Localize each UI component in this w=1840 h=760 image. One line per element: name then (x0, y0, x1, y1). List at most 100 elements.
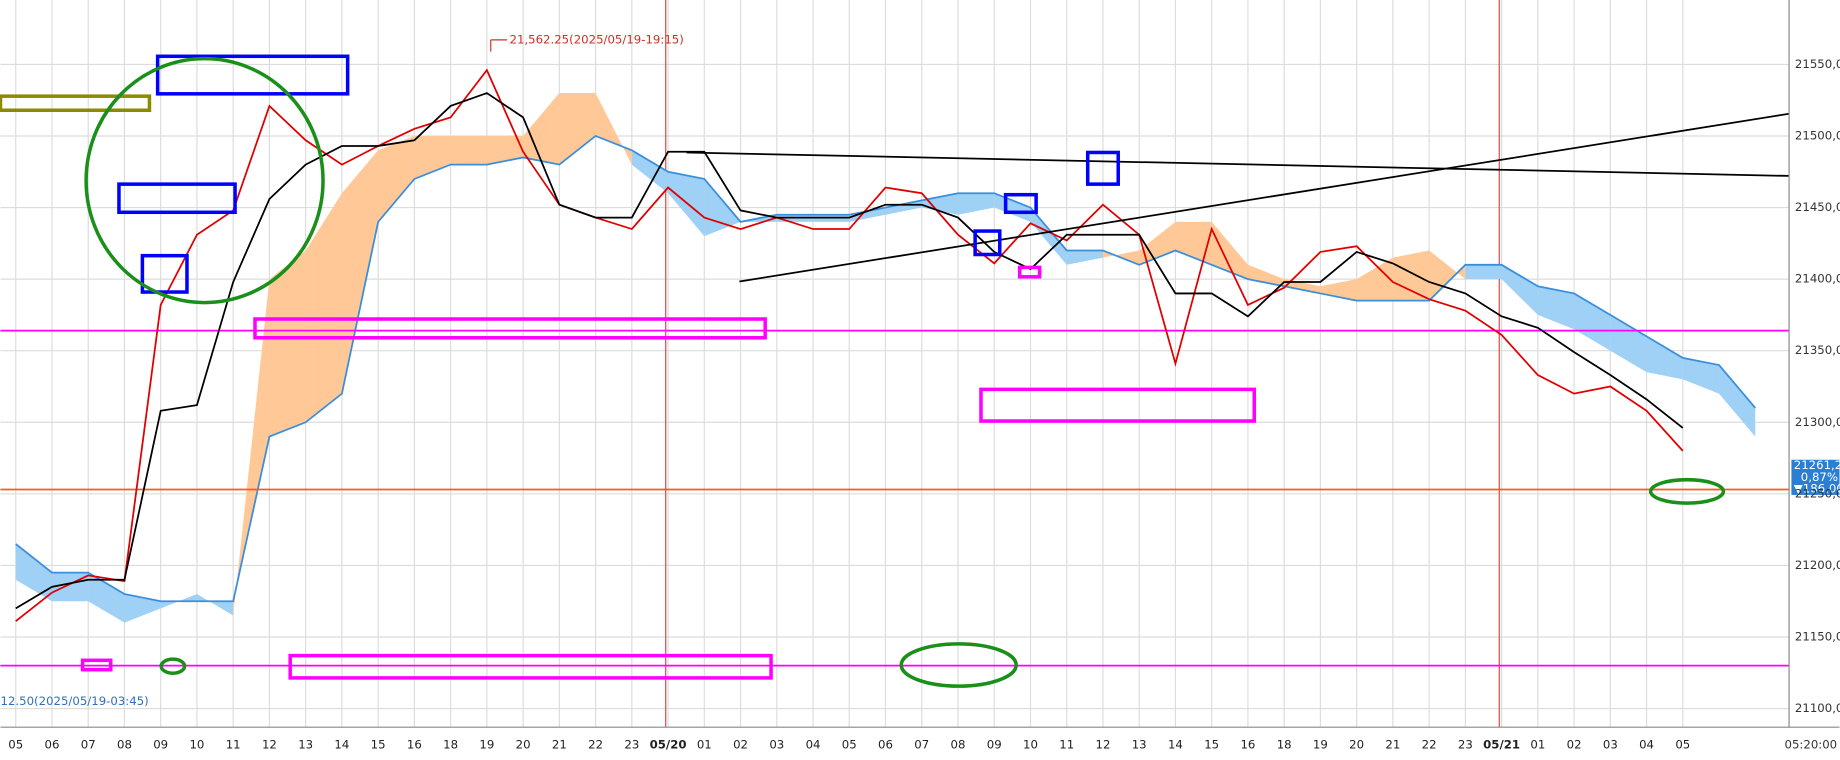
x-tick-label: 14 (1168, 737, 1183, 751)
magenta-box (80, 658, 113, 672)
x-tick-label: 03 (1603, 737, 1618, 751)
cloud-segment (1320, 279, 1357, 301)
line-layer (0, 68, 1790, 667)
y-tick-label: 21150,00 (1795, 629, 1840, 643)
cloud-segment (559, 93, 596, 165)
cloud-segment (124, 594, 161, 623)
green-ellipse (1648, 477, 1726, 505)
x-tick-label: 09 (153, 737, 168, 751)
cloud-layer (15, 93, 1756, 623)
x-tick-label: 01 (697, 737, 712, 751)
price-change: 0,87% (1801, 470, 1838, 484)
cloud-segment (1465, 264, 1502, 280)
blue-box (140, 253, 189, 294)
cloud-segment (378, 135, 415, 222)
green-ellipse (84, 56, 325, 305)
high-note: 21,562.25(2025/05/19-19:15) (510, 32, 684, 46)
price-line (15, 68, 1684, 622)
cloud-segment (450, 135, 487, 165)
x-tick-label: 21 (1385, 737, 1400, 751)
cloud-segment (994, 193, 1031, 222)
x-tick-label: 13 (1132, 737, 1147, 751)
x-tick-label: 07 (914, 737, 929, 751)
cloud-segment (523, 93, 560, 165)
x-tick-label: 21 (552, 737, 567, 751)
x-tick-label: 23 (1458, 737, 1473, 751)
cloud-segment (595, 93, 632, 165)
cloud-segment (341, 150, 379, 394)
green-ellipse (159, 657, 187, 675)
cloud-segment (1139, 221, 1176, 265)
x-tick-label: 15 (371, 737, 386, 751)
price-diff: ▼186,00 (1794, 482, 1840, 496)
x-tick-label: 12 (262, 737, 277, 751)
x-tick-label: 18 (443, 737, 458, 751)
x-tick-label: 05/21 (1483, 737, 1520, 751)
cloud-segment (51, 572, 89, 602)
x-tick-label: 07 (81, 737, 96, 751)
x-tick-label: 20 (516, 737, 531, 751)
blue-box (117, 182, 237, 215)
x-tick-label: 01 (1530, 737, 1545, 751)
cloud-segment (1429, 250, 1466, 301)
x-tick-label: 16 (407, 737, 422, 751)
x-tick-label: 12 (1096, 737, 1111, 751)
cloud-segment (958, 193, 995, 215)
cloud-segment (1211, 221, 1248, 280)
cloud-segment (15, 543, 52, 602)
cloud-edge (15, 134, 1756, 603)
trend-line (739, 112, 1790, 283)
blue-box (973, 229, 1002, 257)
x-tick-label: 18 (1277, 737, 1292, 751)
y-tick-label: 21350,00 (1795, 343, 1840, 357)
x-tick-label: 02 (733, 737, 748, 751)
y-tick-label: 21450,00 (1795, 200, 1840, 214)
x-tick-label: 19 (1313, 737, 1328, 751)
x-tick-label: 05 (8, 737, 23, 751)
x-tick-label: 20 (1349, 737, 1364, 751)
cloud-segment (1610, 314, 1647, 373)
y-tick-label: 21300,00 (1795, 415, 1840, 429)
olive-box (0, 94, 152, 113)
x-tick-label: 14 (334, 737, 349, 751)
x-tick-label: 11 (1059, 737, 1074, 751)
cloud-segment (1719, 365, 1756, 437)
cloud-segment (1356, 257, 1393, 301)
x-tick-label: 22 (588, 737, 603, 751)
price-tag-box (1791, 459, 1840, 495)
y-tick-label: 21250,00 (1795, 486, 1840, 500)
x-tick-label: 13 (298, 737, 313, 751)
y-tick-label: 21550,00 (1795, 57, 1840, 71)
grid-layer (0, 0, 1790, 728)
x-tick-label: 06 (45, 737, 60, 751)
x-tick-label: 08 (117, 737, 132, 751)
y-tick-label: 21200,00 (1795, 558, 1840, 572)
blue-box (1085, 150, 1120, 186)
price-tag: 21261,25 (1794, 458, 1840, 472)
x-tick-label: 06 (878, 737, 893, 751)
price-line (15, 92, 1684, 610)
cloud-segment (1030, 207, 1067, 265)
cloud-segment (269, 250, 306, 437)
green-ellipse (899, 642, 1018, 688)
x-tick-label: 10 (189, 737, 204, 751)
cloud-segment (1066, 250, 1103, 265)
magenta-box (979, 387, 1257, 423)
cloud-segment (1247, 264, 1285, 287)
cloud-segment (1537, 286, 1575, 330)
x-tick-label: 08 (951, 737, 966, 751)
cloud-segment (631, 150, 669, 194)
x-tick-label: 05 (1675, 737, 1690, 751)
x-tick-label: 23 (624, 737, 639, 751)
cloud-segment (1682, 357, 1720, 394)
y-tick-label: 21400,00 (1795, 272, 1840, 286)
magenta-box (253, 317, 767, 340)
x-tick-label: 10 (1023, 737, 1038, 751)
cloud-segment (668, 171, 705, 237)
x-tick-label: 15 (1204, 737, 1219, 751)
drawings (0, 54, 1790, 688)
x-tick-label: 05/20 (650, 737, 687, 751)
magenta-box (1017, 265, 1042, 279)
